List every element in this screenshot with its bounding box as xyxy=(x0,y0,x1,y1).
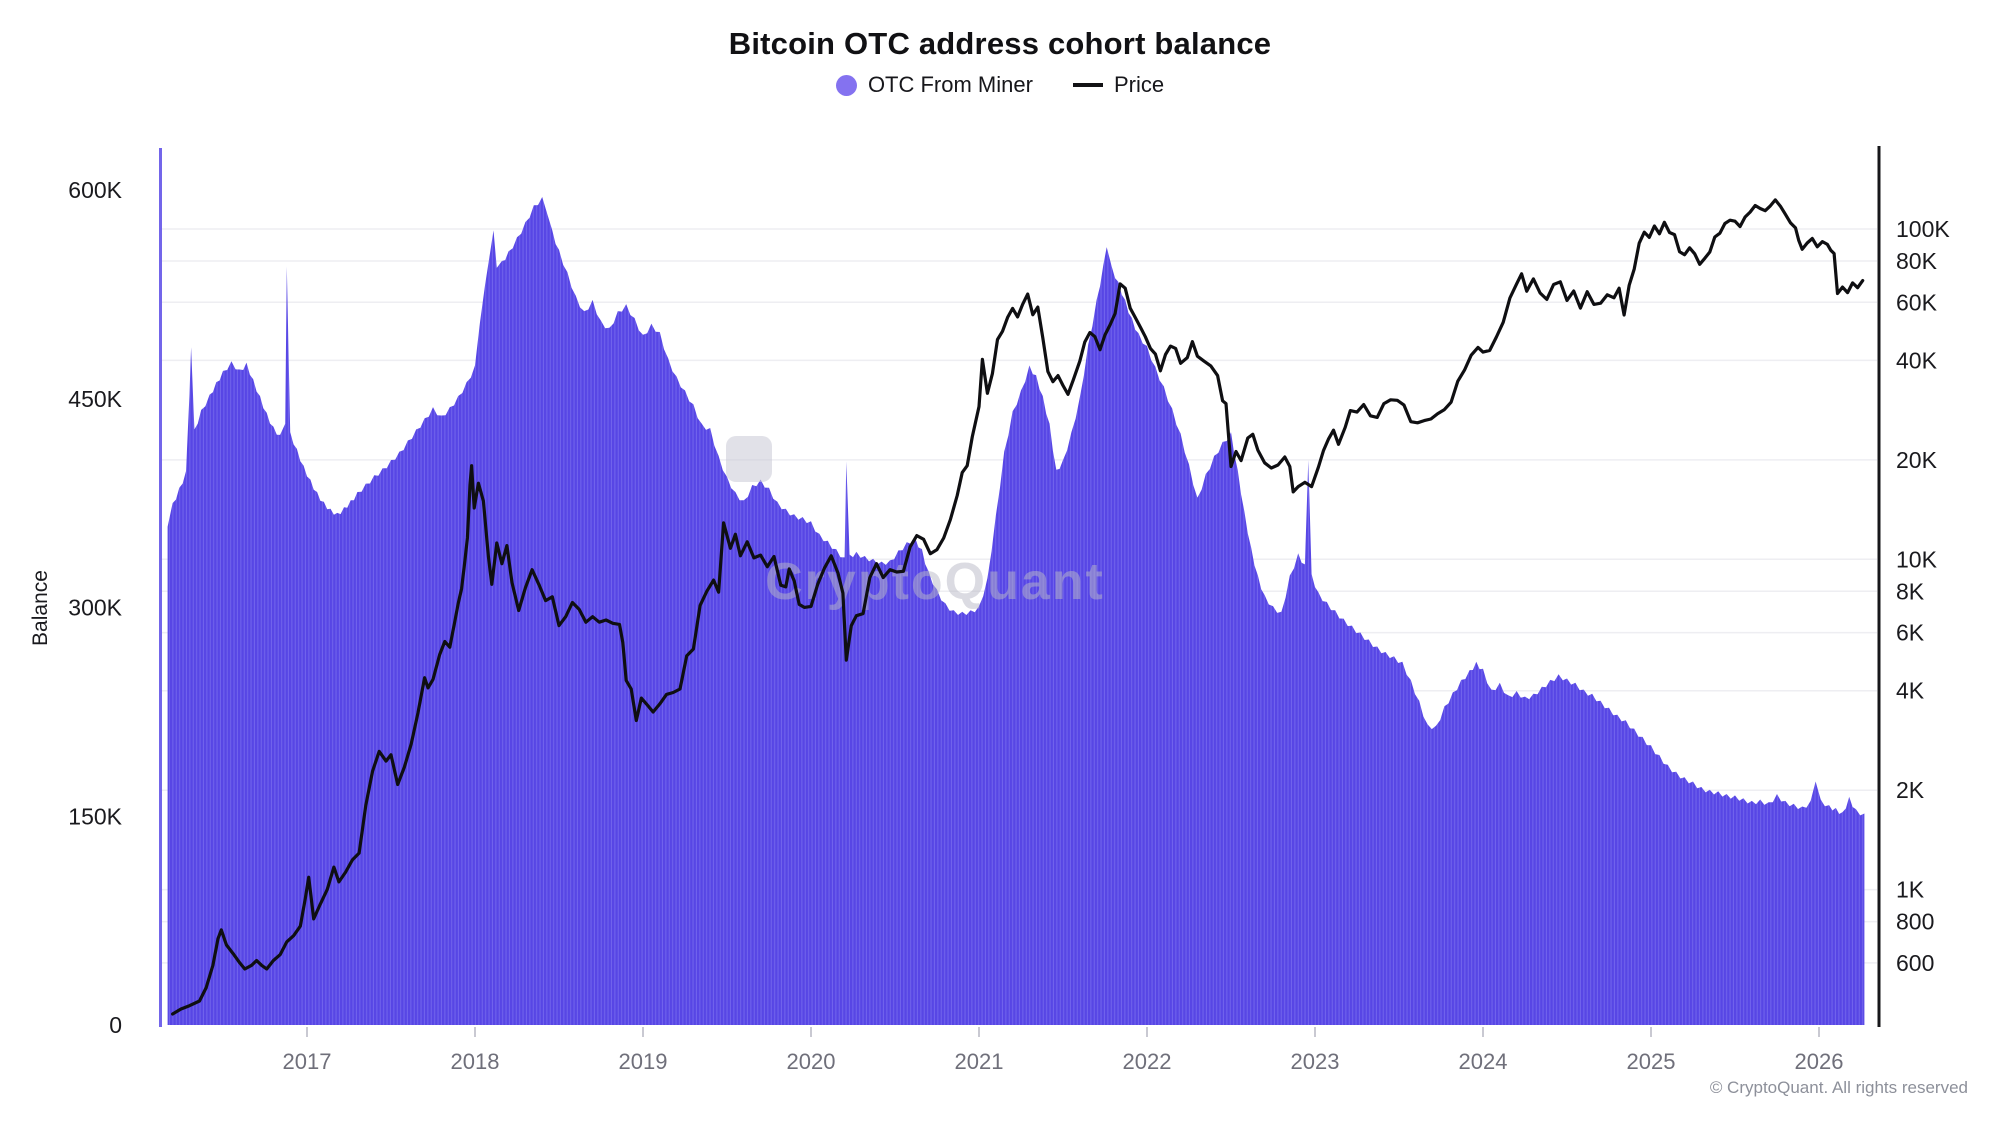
legend-label-price: Price xyxy=(1113,72,1165,97)
right-tick-label: 80K xyxy=(1896,248,1938,274)
watermark: CryptoQuant xyxy=(726,436,1105,611)
x-tick-label: 2023 xyxy=(1291,1049,1340,1074)
watermark-logo-icon xyxy=(726,436,772,482)
left-tick-label: 450K xyxy=(68,386,122,412)
x-tick-label: 2017 xyxy=(283,1049,332,1074)
right-tick-label: 10K xyxy=(1896,546,1938,572)
balance-area xyxy=(167,197,1865,1025)
right-tick-label: 40K xyxy=(1896,347,1938,373)
left-tick-label: 600K xyxy=(68,177,122,203)
right-tick-label: 60K xyxy=(1896,289,1938,315)
right-tick-label: 1K xyxy=(1896,877,1925,903)
x-tick-label: 2019 xyxy=(619,1049,668,1074)
right-tick-label: 100K xyxy=(1896,216,1950,242)
legend-item-price[interactable]: Price xyxy=(1072,72,1165,98)
left-tick-label: 0 xyxy=(109,1012,122,1038)
x-tick-label: 2018 xyxy=(451,1049,500,1074)
left-axis-title: Balance xyxy=(29,570,52,646)
x-tick-label: 2024 xyxy=(1459,1049,1508,1074)
left-tick-label: 150K xyxy=(68,803,122,829)
legend: OTC From Miner Price xyxy=(0,72,2000,98)
legend-item-otc-from-miner[interactable]: OTC From Miner xyxy=(835,72,1033,98)
watermark-text: CryptoQuant xyxy=(765,553,1105,611)
x-tick-label: 2020 xyxy=(787,1049,836,1074)
right-tick-label: 8K xyxy=(1896,578,1925,604)
price-line xyxy=(171,198,1865,1016)
right-tick-label: 2K xyxy=(1896,777,1925,803)
legend-label-otc: OTC From Miner xyxy=(867,72,1033,97)
right-tick-label: 600 xyxy=(1896,950,1934,976)
right-tick-label: 4K xyxy=(1896,678,1925,704)
x-tick-label: 2025 xyxy=(1627,1049,1676,1074)
chart-title: Bitcoin OTC address cohort balance xyxy=(728,26,1272,61)
right-tick-label: 800 xyxy=(1896,909,1934,935)
right-tick-label: 6K xyxy=(1896,620,1925,646)
x-tick-label: 2021 xyxy=(955,1049,1004,1074)
copyright: © CryptoQuant. All rights reserved xyxy=(1709,1078,1968,1097)
price-series-swatch-icon xyxy=(1072,83,1103,87)
right-tick-label: 20K xyxy=(1896,447,1938,473)
x-tick-label: 2026 xyxy=(1795,1049,1844,1074)
otc-series-swatch-icon xyxy=(835,74,857,96)
x-tick-label: 2022 xyxy=(1123,1049,1172,1074)
left-tick-label: 300K xyxy=(68,595,122,621)
